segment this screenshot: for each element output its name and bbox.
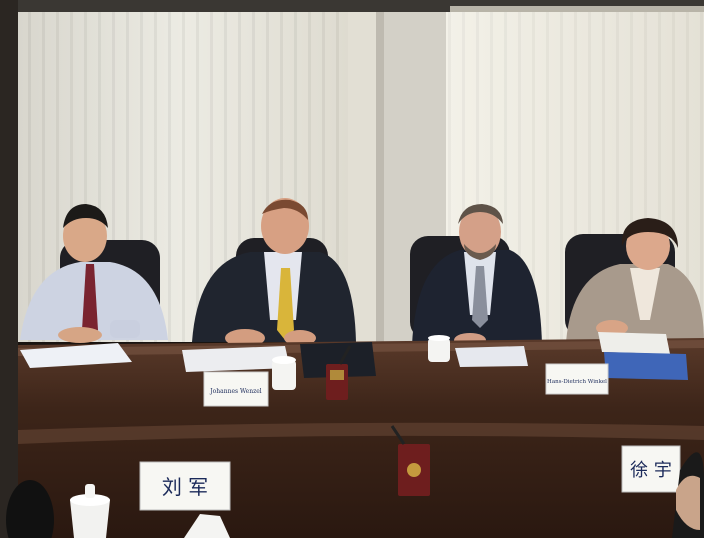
table-reflection [18,422,704,444]
pen-holder-1 [326,345,352,400]
pen-holder-2 [390,425,430,496]
papers-4 [598,332,670,354]
blue-folder [604,352,688,380]
name-card-text: Hans-Dietrich Winkel [547,379,607,385]
person-2 [192,198,356,347]
person-3 [412,204,542,347]
name-card-front-left: 刘 军 [139,461,231,511]
name-card-front-right: 徐 宇 [621,445,681,493]
ceiling-track [450,6,704,14]
name-card-text: Johannes Wenzel [209,388,262,395]
curtain-gap [348,12,376,342]
name-card-left-center: Johannes Wenzel [203,371,269,407]
name-card-right-center: Hans-Dietrich Winkel [545,363,609,395]
cup-1 [272,356,296,390]
name-card-text: 刘 军 [162,475,208,499]
papers-3 [455,346,528,367]
name-card-text: 徐 宇 [630,460,672,481]
papers-2 [182,346,290,372]
left-edge [0,0,18,538]
person-1 [20,204,168,343]
papers-1 [20,343,132,368]
cup-3 [70,484,110,538]
dark-folder [300,342,376,378]
person-4 [566,218,704,342]
tissue [184,514,230,538]
foreground-head-left [6,480,54,538]
cup-2 [428,335,450,362]
